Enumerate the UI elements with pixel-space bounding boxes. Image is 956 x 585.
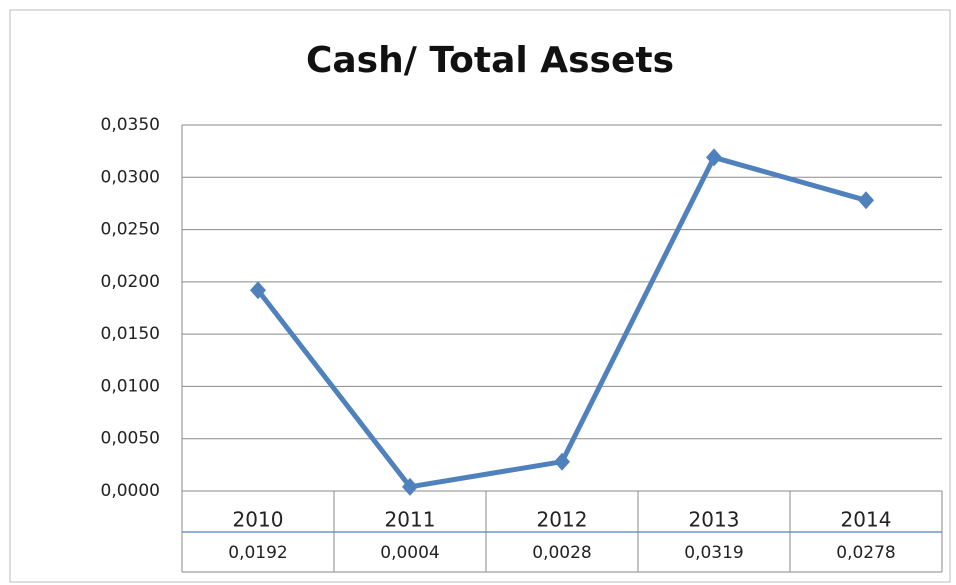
x-tick-label: 2012 [537, 508, 588, 532]
x-tick-label: 2013 [689, 508, 740, 532]
marker [858, 191, 874, 210]
marker [402, 477, 418, 496]
table-value: 0,0319 [684, 543, 743, 563]
table-value: 0,0278 [836, 543, 895, 563]
marker [706, 148, 722, 167]
y-tick-label: 0,0150 [101, 324, 160, 344]
marker [554, 452, 570, 471]
x-tick-label: 2014 [841, 508, 892, 532]
chart-border [9, 9, 951, 583]
x-tick-label: 2011 [385, 508, 436, 532]
x-tick-label: 2010 [233, 508, 284, 532]
y-tick-label: 0,0050 [101, 429, 160, 449]
y-tick-label: 0,0000 [101, 481, 160, 501]
table-value: 0,0028 [532, 543, 591, 563]
table-value: 0,0192 [228, 543, 287, 563]
y-tick-label: 0,0100 [101, 376, 160, 396]
y-tick-label: 0,0200 [101, 272, 160, 292]
y-tick-label: 0,0300 [101, 167, 160, 187]
y-tick-label: 0,0350 [101, 115, 160, 135]
table-value: 0,0004 [380, 543, 439, 563]
y-tick-label: 0,0250 [101, 220, 160, 240]
marker [250, 281, 266, 300]
chart-title: Cash/ Total Assets [306, 40, 674, 81]
